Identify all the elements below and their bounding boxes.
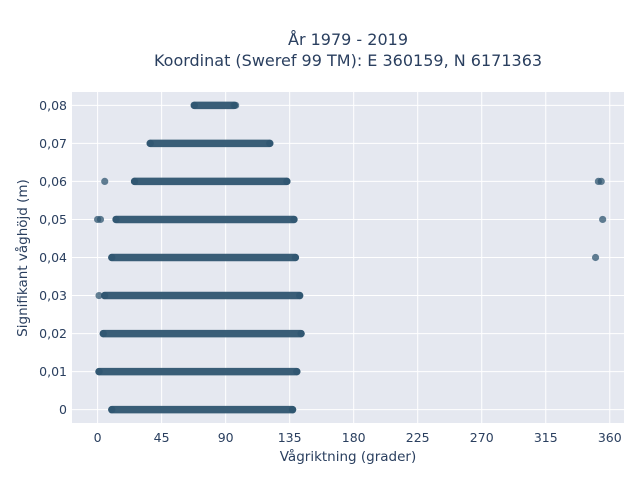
scatter-point: [599, 215, 607, 224]
scatter-point: [112, 215, 120, 224]
scatter-point: [108, 406, 116, 414]
scatter-point: [146, 139, 154, 147]
y-tick-label: 0: [59, 402, 67, 417]
scatter-point: [101, 177, 109, 186]
scatter-point: [591, 253, 600, 262]
y-tick-label: 0,08: [39, 98, 67, 113]
x-tick-labels: 0 45 90 135 180 225 270 315 360: [94, 430, 622, 445]
scatter-point: [288, 406, 297, 414]
scatter-point: [108, 253, 116, 262]
y-tick-label: 0,04: [39, 250, 67, 265]
y-tick-label: 0,07: [39, 136, 67, 151]
y-tick-label: 0,05: [39, 212, 67, 227]
scatter-point: [101, 291, 109, 300]
x-tick-label: 225: [406, 430, 430, 445]
scatter-point: [293, 368, 301, 376]
x-tick-label: 135: [278, 430, 302, 445]
points-layer: [94, 101, 607, 414]
x-tick-label: 0: [94, 430, 102, 445]
x-tick-label: 45: [154, 430, 170, 445]
grid-layer: [72, 92, 624, 423]
y-tick-label: 0,03: [39, 288, 67, 303]
x-axis-title: Vågriktning (grader): [280, 448, 417, 465]
y-axis-title: Signifikant våghöjd (m): [14, 179, 31, 337]
y-tick-labels: 0 0,01 0,02 0,03 0,04 0,05 0,06 0,07 0,08: [39, 98, 67, 417]
scatter-point: [290, 215, 298, 224]
x-tick-label: 270: [470, 430, 494, 445]
scatter-point: [297, 329, 305, 338]
y-tick-label: 0,06: [39, 174, 67, 189]
y-tick-label: 0,01: [39, 364, 67, 379]
x-tick-label: 315: [534, 430, 558, 445]
scatter-point: [232, 101, 240, 109]
scatter-point: [291, 253, 299, 262]
x-tick-label: 90: [218, 430, 234, 445]
chart-title-line-2: Koordinat (Sweref 99 TM): E 360159, N 61…: [154, 51, 542, 70]
scatter-point: [283, 177, 291, 186]
scatter-point: [597, 177, 605, 186]
scatter-point: [96, 215, 105, 224]
scatter-point: [296, 291, 304, 300]
y-tick-label: 0,02: [39, 326, 67, 341]
scatter-point: [99, 329, 107, 338]
scatter-point: [130, 177, 139, 186]
x-tick-label: 360: [598, 430, 622, 445]
scatter-point: [95, 368, 103, 376]
x-tick-label: 180: [342, 430, 366, 445]
chart-title-line-1: År 1979 - 2019: [288, 30, 408, 49]
scatter-point: [95, 291, 103, 300]
scatter-point: [190, 101, 198, 109]
scatter-point: [266, 139, 274, 147]
